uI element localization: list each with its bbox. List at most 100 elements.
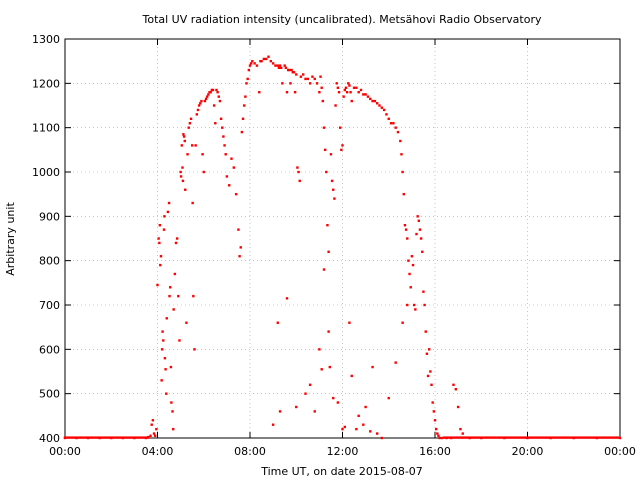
data-point (112, 436, 115, 439)
data-point (609, 436, 612, 439)
data-point (281, 82, 284, 85)
data-point (616, 436, 619, 439)
data-point (280, 66, 283, 70)
x-tick-label: 04:00 (142, 445, 174, 458)
data-point (424, 330, 427, 333)
data-point (614, 436, 617, 439)
data-point (193, 348, 196, 351)
data-point (533, 436, 536, 439)
data-point (399, 139, 402, 143)
data-point (454, 388, 458, 391)
data-point (355, 427, 358, 431)
data-point (150, 423, 153, 426)
data-point (484, 436, 488, 439)
data-point (225, 175, 229, 178)
data-point (473, 436, 476, 439)
data-point (203, 99, 207, 103)
data-point (207, 93, 210, 96)
data-point (181, 179, 185, 183)
data-point (237, 228, 240, 231)
data-point (238, 255, 241, 258)
data-point (119, 436, 122, 439)
data-point (320, 368, 323, 371)
data-point (160, 379, 163, 382)
data-point (595, 436, 599, 439)
data-point (179, 170, 182, 174)
data-point (116, 436, 120, 439)
data-point (350, 374, 353, 378)
data-point (588, 436, 592, 439)
data-point (199, 102, 202, 105)
data-point (375, 102, 379, 105)
data-point (387, 396, 390, 400)
y-tick-label: 600 (39, 343, 60, 356)
data-point (369, 97, 372, 101)
data-point (274, 64, 277, 67)
data-point (417, 219, 421, 222)
data-point (364, 405, 367, 409)
data-point (425, 352, 429, 355)
data-point (382, 108, 386, 112)
data-point (373, 99, 377, 103)
data-point (486, 436, 490, 439)
data-point (328, 365, 331, 369)
plot-area (64, 38, 621, 439)
data-point (292, 71, 296, 74)
data-point (105, 436, 108, 439)
data-point (577, 436, 580, 439)
x-tick-label: 12:00 (327, 445, 359, 458)
data-point (167, 201, 171, 205)
data-point (191, 201, 194, 205)
data-point (355, 86, 358, 89)
y-tick-label: 1100 (32, 122, 60, 135)
data-point (166, 210, 170, 214)
data-point (175, 237, 179, 240)
data-point (445, 436, 448, 439)
data-point (327, 250, 330, 253)
data-point (174, 241, 178, 245)
data-point (128, 436, 131, 439)
x-tick-label: 20:00 (512, 445, 544, 458)
data-point (574, 436, 578, 439)
data-point (283, 64, 286, 67)
data-point (409, 286, 412, 289)
data-point (332, 396, 335, 400)
data-point (321, 99, 325, 103)
data-point (547, 436, 550, 439)
data-point (248, 64, 252, 67)
data-point (223, 144, 226, 147)
data-point (357, 414, 360, 418)
data-point (301, 73, 305, 76)
data-point (493, 436, 497, 439)
data-point (410, 255, 414, 258)
data-point (359, 88, 363, 92)
data-point (188, 122, 192, 125)
axis-ticks (64, 38, 621, 439)
data-point (183, 139, 186, 143)
data-point (480, 436, 483, 439)
data-point (496, 436, 499, 439)
data-point (468, 436, 471, 439)
data-point (218, 99, 222, 103)
data-point (202, 170, 205, 174)
data-point (540, 436, 543, 439)
data-point (456, 436, 460, 439)
data-point (144, 436, 148, 439)
data-point (366, 95, 370, 98)
x-tick-label: 00:00 (604, 445, 636, 458)
data-point (396, 130, 400, 134)
data-point (224, 153, 227, 156)
data-point (371, 365, 374, 369)
data-point (466, 436, 469, 439)
data-point (347, 82, 350, 85)
data-point (392, 122, 395, 125)
data-point (170, 401, 173, 404)
data-point (406, 303, 409, 307)
data-point (482, 436, 485, 439)
data-point (519, 436, 522, 439)
data-point (168, 294, 171, 298)
data-point (162, 339, 165, 342)
data-point (297, 170, 300, 174)
data-point (404, 228, 408, 231)
data-point (182, 133, 185, 136)
